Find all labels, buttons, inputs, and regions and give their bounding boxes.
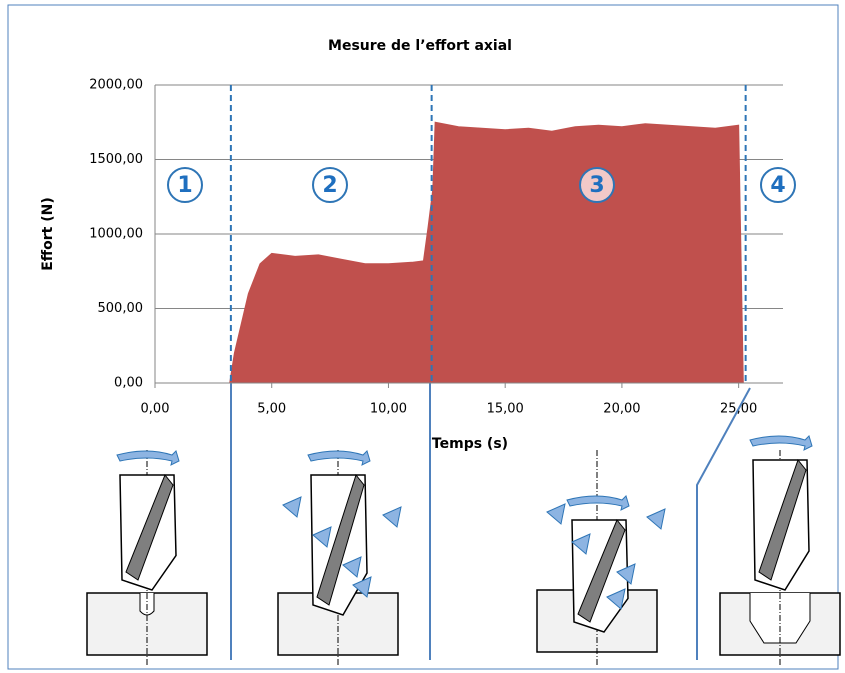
rotation-arrow: [116, 450, 180, 466]
x-tick-label: 15,00: [487, 402, 524, 417]
chip: [546, 503, 566, 525]
drill-flute: [758, 458, 807, 581]
chart-title: Mesure de l’effort axial: [328, 38, 512, 54]
chip: [282, 496, 302, 518]
phase-badge: [760, 167, 796, 203]
chip: [606, 588, 626, 610]
chip: [312, 526, 332, 548]
y-axis-title: Effort (N): [40, 197, 56, 271]
x-axis-title: Temps (s): [432, 436, 508, 452]
chip: [352, 576, 372, 598]
x-tick-label: 0,00: [141, 402, 170, 417]
y-tick-label: 500,00: [98, 301, 144, 316]
chip: [646, 508, 666, 530]
phase-label: 4: [770, 173, 785, 198]
y-tick-label: 2000,00: [89, 78, 143, 93]
y-tick-label: 1000,00: [89, 227, 143, 242]
phase-badge: [167, 167, 203, 203]
x-tick-label: 10,00: [370, 402, 407, 417]
rotation-arrow: [307, 450, 371, 466]
rotation-arrow: [566, 495, 630, 511]
phase-badge: [312, 167, 348, 203]
x-tick-label: 20,00: [603, 402, 640, 417]
separator: [696, 387, 751, 660]
x-tick-label: 25,00: [720, 402, 757, 417]
drill-flute: [577, 519, 626, 623]
chip: [616, 563, 636, 585]
x-tick-label: 5,00: [257, 402, 286, 417]
phase-label: 2: [322, 173, 337, 198]
phase-badge: [579, 167, 615, 203]
drill-flute: [125, 474, 174, 581]
chip: [382, 506, 402, 528]
illustrations: [86, 435, 841, 665]
y-tick-label: 0,00: [114, 376, 143, 391]
y-tick-label: 1500,00: [89, 152, 143, 167]
area: [155, 121, 783, 384]
rotation-arrow: [749, 435, 813, 451]
phase-label: 1: [177, 173, 192, 198]
chip: [342, 556, 362, 578]
drill-flute: [316, 473, 365, 606]
chip: [571, 533, 591, 555]
phase-label: 3: [589, 173, 604, 198]
